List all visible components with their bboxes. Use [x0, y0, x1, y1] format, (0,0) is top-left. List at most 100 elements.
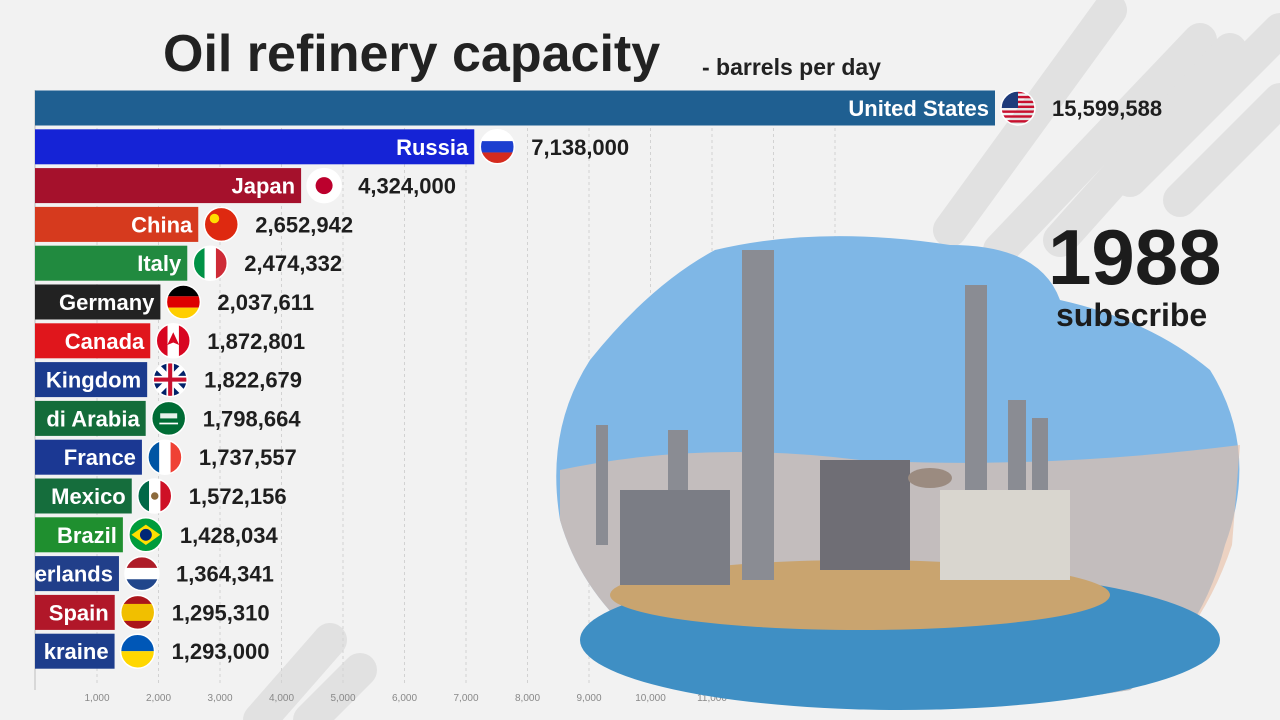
canada-flag-icon	[155, 323, 192, 359]
bars: United States 15,599,588 Russia 7,138,000 Ja…	[35, 90, 1162, 669]
bar-row: Kingdom 1,822,679	[35, 361, 302, 398]
bar-label: Russia	[396, 135, 469, 160]
x-tick-label: 11,000	[697, 693, 727, 704]
japan-flag-icon	[306, 167, 342, 204]
bar-label: Spain	[49, 600, 109, 625]
bar	[35, 90, 995, 126]
bar-row: kraine 1,293,000	[35, 633, 270, 669]
ukraine-flag-icon	[119, 633, 156, 669]
us-flag-icon	[1000, 90, 1036, 126]
france-flag-icon	[147, 439, 183, 475]
x-tick-label: 9,000	[576, 693, 601, 704]
bar	[35, 439, 142, 475]
china-flag-icon	[203, 206, 240, 243]
decor-stripe	[1163, 83, 1280, 217]
bar-value-label: 1,428,034	[180, 523, 279, 548]
bar	[35, 168, 302, 204]
russia-flag-icon	[479, 129, 516, 165]
decor-stripe	[983, 23, 1217, 267]
bar-value-label: 2,652,942	[255, 212, 353, 237]
bar-row: Canada 1,872,801	[35, 323, 305, 359]
bar-label: di Arabia	[46, 406, 140, 431]
bar-value-label: 1,737,557	[199, 445, 297, 470]
refinery-illustration	[556, 236, 1240, 710]
bar-label: United States	[848, 96, 989, 121]
bar	[35, 556, 119, 592]
illustration-tank	[908, 468, 952, 488]
bar-value-label: 2,037,611	[217, 290, 314, 315]
bar-value-label: 1,295,310	[172, 600, 270, 625]
illustration-building	[940, 490, 1070, 580]
bar-label: China	[131, 212, 193, 237]
bar-row: Brazil 1,428,034	[35, 517, 279, 553]
chart-subtitle: - barrels per day	[702, 54, 881, 80]
bar-label: Brazil	[57, 523, 117, 548]
bar-row: di Arabia 1,798,664	[35, 400, 302, 437]
mexico-flag-icon	[137, 478, 173, 514]
bar	[35, 594, 115, 630]
bar-row: China 2,652,942	[35, 206, 353, 243]
saudi-arabia-flag-icon	[150, 400, 187, 437]
illustration-chimney	[596, 425, 608, 545]
x-tick-label: 4,000	[269, 693, 294, 704]
bar-row: Japan 4,324,000	[35, 167, 456, 204]
illustration-building	[820, 460, 910, 570]
bar-value-label: 1,572,156	[189, 484, 287, 509]
bar-row: France 1,737,557	[35, 439, 297, 475]
bar	[35, 633, 115, 669]
bar-value-label: 1,872,801	[207, 329, 305, 354]
bar	[35, 284, 161, 320]
bar-value-label: 2,474,332	[244, 251, 342, 276]
bar-label: kraine	[44, 639, 109, 664]
decor-stripe	[1113, 13, 1280, 197]
x-tick-label: 10,000	[635, 693, 666, 704]
bar-label: Germany	[59, 290, 155, 315]
bar-value-label: 1,822,679	[204, 368, 302, 393]
x-tick-label: 6,000	[392, 693, 417, 704]
brazil-flag-icon	[128, 517, 164, 553]
bar	[35, 245, 188, 281]
bar-value-label: 15,599,588	[1052, 96, 1162, 121]
bar	[35, 206, 199, 242]
italy-flag-icon	[192, 245, 229, 281]
bar-label: Japan	[232, 174, 296, 199]
bar-row: United States 15,599,588	[35, 90, 1162, 126]
x-tick-label: 1,000	[84, 693, 109, 704]
bar-value-label: 1,364,341	[176, 562, 274, 587]
bar-label: France	[64, 445, 136, 470]
spain-flag-icon	[119, 594, 156, 631]
bar	[35, 517, 123, 553]
subscribe-label: subscribe	[1056, 297, 1208, 333]
bar	[35, 478, 132, 514]
germany-flag-icon	[165, 284, 202, 320]
x-tick-label: 5,000	[330, 693, 355, 704]
x-tick-label: 2,000	[146, 693, 171, 704]
bar	[35, 400, 146, 436]
bar-value-label: 1,293,000	[172, 639, 270, 664]
bar-row: Russia 7,138,000	[35, 129, 629, 165]
uk-flag-icon	[152, 361, 188, 398]
chart-title: Oil refinery capacity	[163, 25, 661, 83]
bar-label: Mexico	[51, 484, 126, 509]
year-label: 1988	[1048, 213, 1222, 301]
x-tick-label: 8,000	[515, 693, 540, 704]
bar-label: Kingdom	[46, 368, 141, 393]
bar-row: erlands 1,364,341	[35, 555, 274, 592]
bar-value-label: 1,798,664	[203, 406, 302, 431]
bar	[35, 362, 148, 398]
illustration-building	[620, 490, 730, 585]
bar	[35, 323, 151, 359]
bar-label: erlands	[35, 562, 113, 587]
illustration-chimney	[742, 250, 774, 580]
bar-row: Italy 2,474,332	[35, 245, 342, 281]
bar-label: Italy	[137, 251, 182, 276]
bar-row: Spain 1,295,310	[35, 594, 270, 631]
bar	[35, 129, 475, 165]
bar-value-label: 4,324,000	[358, 174, 456, 199]
illustration-chimney	[965, 285, 987, 555]
bar-row: Germany 2,037,611	[35, 284, 314, 320]
x-tick-label: 7,000	[453, 693, 478, 704]
bar-value-label: 7,138,000	[531, 135, 629, 160]
